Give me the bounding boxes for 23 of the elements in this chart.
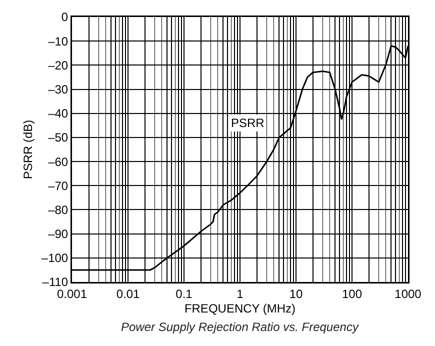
y-tick-label: –60 (48, 154, 68, 169)
x-axis-title: FREQUENCY (MHz) (184, 302, 296, 316)
x-tick-label: 0.001 (56, 286, 88, 301)
y-tick-label: –40 (48, 106, 68, 121)
series-label: PSRR (231, 116, 265, 130)
y-tick-label: –50 (48, 130, 68, 145)
x-tick-label: 0.1 (176, 286, 193, 301)
y-tick-label: 0 (61, 10, 68, 24)
y-tick-label: –90 (48, 227, 68, 242)
y-tick-label: –30 (48, 82, 68, 96)
x-tick-label: 0.01 (116, 286, 140, 301)
y-tick-label: –10 (48, 34, 68, 48)
x-tick-label: 100 (342, 286, 362, 301)
y-tick-label: –100 (41, 251, 68, 266)
x-tick-label: 10 (289, 286, 303, 301)
y-axis-title: PSRR (dB) (20, 120, 35, 180)
y-tick-label: –80 (48, 202, 68, 217)
x-tick-label: 1 (236, 286, 244, 301)
y-tick-label: –70 (48, 178, 68, 193)
x-tick-label: 1000 (394, 286, 422, 301)
y-tick-label: –110 (42, 275, 68, 290)
text: Power Supply Rejection Ratio vs. Frequency (121, 320, 360, 334)
y-tick-label: –20 (48, 58, 68, 72)
